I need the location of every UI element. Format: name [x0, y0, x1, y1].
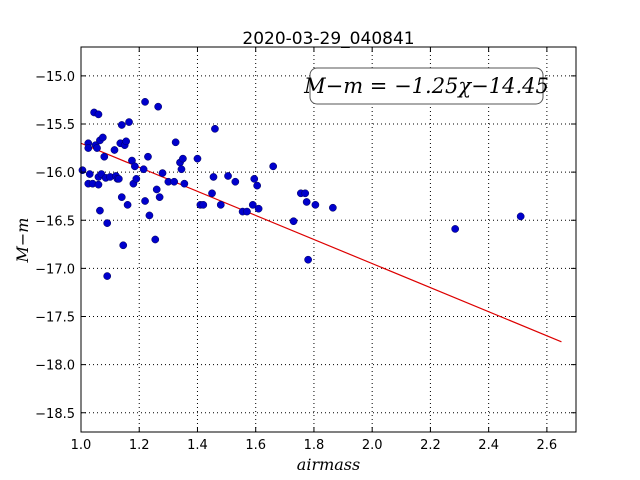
x-axis-ticks: 1.0 1.2 1.4 1.6 1.8 2.0 2.2 2.4 2.6	[71, 47, 558, 453]
data-point	[254, 204, 263, 213]
data-point	[117, 193, 126, 201]
x-tick-label: 1.0	[71, 438, 92, 453]
plot-frame	[80, 46, 577, 433]
data-point	[211, 124, 219, 133]
data-point	[141, 197, 149, 205]
data-point	[209, 173, 218, 181]
data-point	[145, 211, 154, 220]
data-point	[301, 189, 310, 198]
x-tick-label: 1.6	[245, 438, 266, 453]
data-point	[516, 212, 525, 221]
fit-equation-annotation: M−m = −1.25χ−14.45	[303, 74, 549, 98]
equation-annotation-box: M−m = −1.25χ−14.45	[303, 67, 549, 105]
data-point	[231, 177, 240, 186]
data-point	[132, 175, 141, 183]
data-point	[199, 201, 208, 209]
data-point	[302, 198, 311, 206]
data-point	[139, 165, 148, 174]
data-point	[171, 138, 180, 147]
data-point	[103, 272, 112, 280]
data-point	[193, 154, 202, 163]
chart-title: 2020-03-29_040841	[242, 29, 414, 49]
data-point	[98, 133, 107, 142]
data-point	[243, 207, 251, 216]
plot-background	[81, 47, 576, 432]
data-point	[96, 206, 104, 215]
data-point	[85, 170, 94, 178]
data-point	[125, 118, 133, 126]
data-point	[208, 189, 216, 198]
data-point	[152, 185, 161, 194]
data-point	[224, 172, 232, 180]
y-tick-label: −16.5	[35, 214, 75, 229]
data-point	[154, 102, 163, 111]
x-axis-label: airmass	[297, 455, 360, 474]
x-tick-label: 1.8	[304, 438, 325, 453]
data-point	[250, 175, 259, 183]
data-point	[289, 217, 298, 226]
data-point	[179, 154, 187, 163]
data-point	[144, 152, 152, 161]
data-point	[248, 201, 257, 209]
data-point	[94, 180, 103, 189]
y-tick-label: −18.5	[35, 407, 75, 422]
data-point	[253, 181, 262, 190]
y-tick-label: −16.0	[35, 166, 75, 181]
data-point	[304, 255, 312, 264]
y-axis-label: M−m	[13, 218, 32, 264]
data-point	[311, 201, 320, 209]
plot-area	[78, 46, 577, 433]
data-point	[94, 110, 103, 119]
data-point	[110, 146, 119, 154]
y-tick-label: −17.5	[35, 311, 75, 326]
data-point	[155, 193, 164, 201]
y-tick-label: −17.0	[35, 262, 75, 277]
data-point	[93, 144, 101, 152]
data-point	[100, 152, 109, 161]
data-point	[123, 201, 132, 209]
data-point	[216, 201, 225, 209]
data-point	[170, 177, 179, 186]
y-tick-label: −15.0	[35, 70, 75, 85]
data-point	[329, 203, 337, 212]
data-point	[78, 166, 87, 175]
data-point	[141, 98, 149, 106]
data-point	[180, 179, 189, 188]
y-axis-ticks: −15.0 −15.5 −16.0 −16.5 −17.0 −17.5 −18.0 −18.5	[35, 70, 576, 422]
annotation-frame	[309, 67, 544, 105]
data-point	[84, 144, 93, 152]
data-point	[119, 241, 128, 250]
x-tick-label: 1.4	[187, 438, 208, 453]
data-point	[131, 162, 139, 171]
data-point	[103, 219, 112, 227]
data-point	[122, 137, 130, 146]
data-point	[151, 235, 160, 244]
data-point	[115, 175, 123, 183]
grid-lines	[80, 47, 576, 432]
data-points	[78, 98, 525, 280]
y-tick-label: −15.5	[35, 118, 75, 133]
data-point	[451, 225, 460, 233]
x-tick-label: 1.2	[129, 438, 150, 453]
data-point	[269, 162, 278, 171]
data-point	[177, 165, 186, 174]
y-tick-label: −18.0	[35, 359, 75, 374]
x-tick-label: 2.6	[537, 438, 558, 453]
x-tick-label: 2.0	[362, 438, 383, 453]
x-tick-label: 2.2	[420, 438, 441, 453]
data-point	[117, 121, 126, 129]
data-point	[158, 169, 167, 177]
x-tick-label: 2.4	[478, 438, 499, 453]
